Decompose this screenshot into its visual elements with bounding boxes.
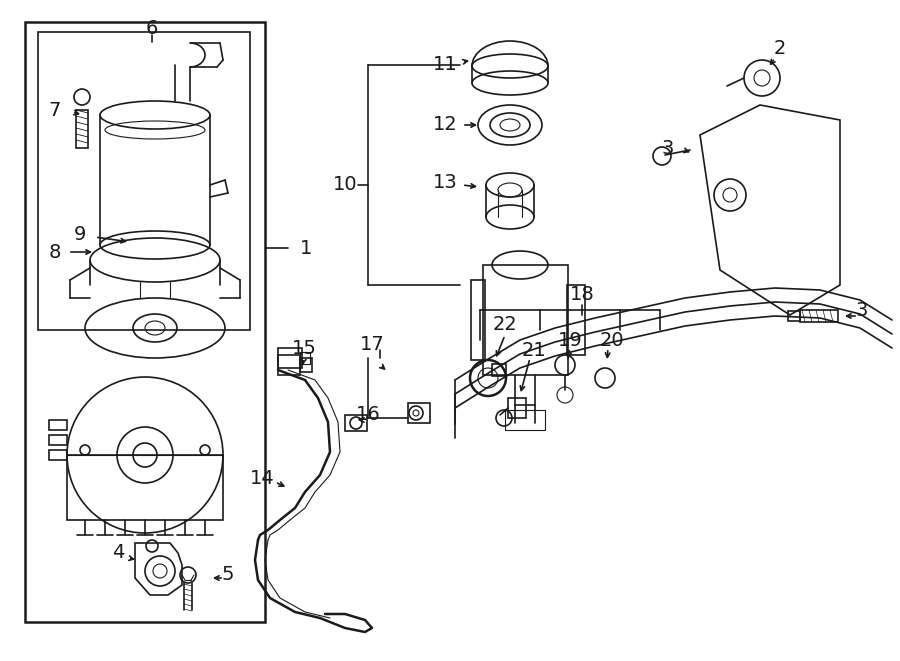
Bar	[49, 450, 67, 460]
Text: 2: 2	[774, 38, 787, 58]
Text: 3: 3	[856, 301, 868, 319]
Text: 12: 12	[433, 116, 457, 134]
Text: 10: 10	[333, 176, 357, 194]
Text: 4: 4	[112, 543, 124, 561]
Bar	[508, 398, 526, 418]
Text: 17: 17	[360, 336, 384, 354]
Bar	[278, 348, 302, 368]
Text: 8: 8	[49, 243, 61, 262]
Text: 7: 7	[49, 100, 61, 120]
Bar	[505, 410, 545, 430]
Text: 16: 16	[356, 405, 381, 424]
Bar	[49, 420, 67, 430]
Text: 9: 9	[74, 225, 86, 245]
Bar	[345, 415, 367, 431]
Text: 15: 15	[292, 338, 317, 358]
Bar	[67, 455, 223, 520]
Text: 11: 11	[433, 56, 457, 75]
Text: 6: 6	[146, 19, 158, 38]
Bar	[300, 358, 312, 372]
Bar	[483, 265, 568, 375]
Text: 1: 1	[300, 239, 312, 258]
Bar	[471, 280, 485, 360]
Bar	[408, 403, 430, 423]
Bar	[788, 311, 800, 321]
Text: 14: 14	[249, 469, 274, 488]
Text: 13: 13	[433, 173, 457, 192]
Text: 3: 3	[662, 139, 674, 157]
Bar	[800, 310, 838, 322]
Text: 18: 18	[570, 286, 594, 305]
Text: 20: 20	[599, 330, 625, 350]
Text: 22: 22	[492, 315, 517, 334]
Bar	[25, 22, 265, 622]
Text: 21: 21	[522, 340, 546, 360]
Bar	[567, 285, 585, 355]
Text: 19: 19	[558, 330, 582, 350]
Bar	[278, 355, 300, 375]
Bar	[492, 364, 506, 376]
Bar	[300, 352, 310, 364]
Bar	[76, 110, 88, 148]
Bar	[38, 32, 250, 330]
Text: 5: 5	[221, 566, 234, 584]
Bar	[49, 435, 67, 445]
